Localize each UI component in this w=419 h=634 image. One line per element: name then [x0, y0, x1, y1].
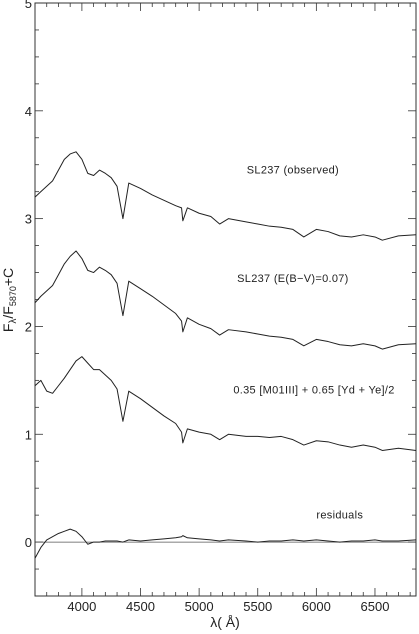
y-tick-label: 3	[25, 212, 32, 227]
y-tick-label: 0	[25, 535, 32, 550]
y-tick-label: 4	[25, 104, 32, 119]
y-tick-label: 1	[25, 427, 32, 442]
tick-labels: 4000 4500 5000 5500 6000 6500 0 1 2 3 4 5	[25, 0, 390, 614]
y-axis-title-mid: /F	[0, 306, 16, 318]
y-tick-label: 5	[25, 0, 32, 11]
x-tick-label: 5500	[243, 599, 272, 614]
annotation-label: SL237 (E(B−V)=0.07)	[237, 273, 348, 285]
y-axis-title-main: F	[0, 324, 16, 333]
x-tick-label: 4000	[67, 599, 96, 614]
x-axis-title: λ( Å)	[210, 614, 240, 630]
spectrum-series-4	[34, 528, 417, 559]
annotation-label: SL237 (observed)	[247, 164, 339, 176]
plot-frame	[34, 2, 417, 597]
y-axis-title-tail: +C	[0, 268, 16, 286]
spectrum-annotations: SL237 (observed) SL237 (E(B−V)=0.07) 0.35 …	[233, 164, 394, 521]
svg-text:Fλ/F5870+C: Fλ/F5870+C	[0, 268, 19, 332]
y-tick-label: 2	[25, 319, 32, 334]
x-tick-label: 4500	[126, 599, 155, 614]
x-tick-label: 6500	[361, 599, 390, 614]
x-tick-label: 5000	[185, 599, 214, 614]
y-axis-title: Fλ/F5870+C	[0, 268, 19, 332]
annotation-label: 0.35 [M01III] + 0.65 [Yd + Ye]/2	[233, 384, 394, 396]
spectrum-series-3	[34, 356, 417, 451]
x-tick-label: 6000	[302, 599, 331, 614]
spectrum-series-2	[34, 250, 417, 350]
y-axis-title-sub2: 5870	[8, 286, 18, 306]
spectrum-series-1	[34, 151, 417, 241]
axis-ticks	[34, 2, 416, 597]
annotation-label: residuals	[316, 509, 363, 521]
y-axis-title-sub1: λ	[8, 319, 19, 324]
spectra-lines	[34, 151, 417, 559]
